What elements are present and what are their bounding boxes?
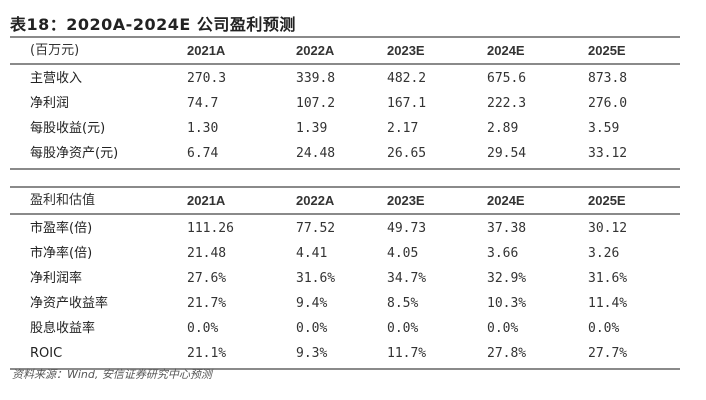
cell-value: 270.3 <box>187 71 227 86</box>
cell-value: 111.26 <box>187 221 234 236</box>
cell-value: 276.0 <box>588 96 628 111</box>
cell-value: 482.2 <box>387 71 427 86</box>
table-rule <box>10 63 680 65</box>
column-header: 2022A <box>296 193 335 208</box>
cell-value: 32.9% <box>487 271 527 286</box>
table-row: 市盈率(倍) 111.26 77.52 49.73 37.38 30.12 <box>10 216 680 241</box>
row-label: 市净率(倍) <box>30 246 93 261</box>
cell-value: 8.5% <box>387 296 419 311</box>
cell-value: 27.7% <box>588 346 628 361</box>
cell-value: 0.0% <box>187 321 219 336</box>
row-label: 市盈率(倍) <box>30 221 93 236</box>
cell-value: 339.8 <box>296 71 336 86</box>
cell-value: 3.26 <box>588 246 620 261</box>
column-header: 2021A <box>187 43 226 58</box>
forecast-table: (百万元) 2021A 2022A 2023E 2024E 2025E 主营收入 270.3 3… <box>10 36 680 170</box>
cell-value: 6.74 <box>187 146 219 161</box>
cell-value: 21.7% <box>187 296 227 311</box>
cell-value: 27.6% <box>187 271 227 286</box>
cell-value: 21.1% <box>187 346 227 361</box>
row-header-label: (百万元) <box>30 43 80 58</box>
table-row: 市净率(倍) 21.48 4.41 4.05 3.66 3.26 <box>10 241 680 266</box>
cell-value: 27.8% <box>487 346 527 361</box>
column-header: 2022A <box>296 43 335 58</box>
table-row: ROIC 21.1% 9.3% 11.7% 27.8% 27.7% <box>10 341 680 366</box>
cell-value: 107.2 <box>296 96 336 111</box>
cell-value: 0.0% <box>487 321 519 336</box>
cell-value: 1.30 <box>187 121 219 136</box>
table-row: 每股收益(元) 1.30 1.39 2.17 2.89 3.59 <box>10 116 680 141</box>
header-row: 盈利和估值 2021A 2022A 2023E 2024E 2025E <box>10 188 680 213</box>
cell-value: 26.65 <box>387 146 427 161</box>
table-row: 股息收益率 0.0% 0.0% 0.0% 0.0% 0.0% <box>10 316 680 341</box>
table-rule <box>10 186 680 188</box>
cell-value: 24.48 <box>296 146 336 161</box>
cell-value: 33.12 <box>588 146 628 161</box>
cell-value: 4.41 <box>296 246 328 261</box>
table-row: 净资产收益率 21.7% 9.4% 8.5% 10.3% 11.4% <box>10 291 680 316</box>
column-header: 2023E <box>387 43 425 58</box>
cell-value: 30.12 <box>588 221 628 236</box>
table-row: 净利润 74.7 107.2 167.1 222.3 276.0 <box>10 91 680 116</box>
table-rule <box>10 213 680 215</box>
cell-value: 0.0% <box>387 321 419 336</box>
cell-value: 11.4% <box>588 296 628 311</box>
source-note: 资料来源：Wind, 安信证券研究中心预测 <box>12 368 212 381</box>
table-title: 表18：2020A-2024E 公司盈利预测 <box>10 15 296 34</box>
cell-value: 21.48 <box>187 246 227 261</box>
cell-value: 1.39 <box>296 121 328 136</box>
cell-value: 29.54 <box>487 146 527 161</box>
cell-value: 2.89 <box>487 121 519 136</box>
cell-value: 4.05 <box>387 246 419 261</box>
row-label: ROIC <box>30 346 63 361</box>
column-header: 2025E <box>588 193 626 208</box>
table-rule <box>10 36 680 38</box>
cell-value: 9.3% <box>296 346 328 361</box>
cell-value: 49.73 <box>387 221 427 236</box>
row-label: 净资产收益率 <box>30 296 109 311</box>
column-header: 2024E <box>487 193 525 208</box>
table-row: 净利润率 27.6% 31.6% 34.7% 32.9% 31.6% <box>10 266 680 291</box>
row-label: 每股收益(元) <box>30 121 106 136</box>
column-header: 2025E <box>588 43 626 58</box>
row-label: 股息收益率 <box>30 321 96 336</box>
cell-value: 0.0% <box>296 321 328 336</box>
row-label: 净利润率 <box>30 271 83 286</box>
row-label: 主营收入 <box>30 71 83 86</box>
cell-value: 34.7% <box>387 271 427 286</box>
column-header: 2021A <box>187 193 226 208</box>
cell-value: 31.6% <box>296 271 336 286</box>
row-label: 每股净资产(元) <box>30 146 119 161</box>
cell-value: 9.4% <box>296 296 328 311</box>
cell-value: 675.6 <box>487 71 527 86</box>
cell-value: 873.8 <box>588 71 628 86</box>
cell-value: 0.0% <box>588 321 620 336</box>
cell-value: 3.66 <box>487 246 519 261</box>
header-row: (百万元) 2021A 2022A 2023E 2024E 2025E <box>10 38 680 63</box>
column-header: 2023E <box>387 193 425 208</box>
cell-value: 31.6% <box>588 271 628 286</box>
table-rule <box>10 368 680 370</box>
table-rule <box>10 168 680 170</box>
cell-value: 37.38 <box>487 221 527 236</box>
cell-value: 2.17 <box>387 121 419 136</box>
row-label: 净利润 <box>30 96 70 111</box>
column-header: 2024E <box>487 43 525 58</box>
valuation-table: 盈利和估值 2021A 2022A 2023E 2024E 2025E 市盈率(倍) 111.… <box>10 186 680 370</box>
cell-value: 11.7% <box>387 346 427 361</box>
cell-value: 167.1 <box>387 96 427 111</box>
cell-value: 77.52 <box>296 221 336 236</box>
cell-value: 74.7 <box>187 96 219 111</box>
cell-value: 222.3 <box>487 96 527 111</box>
row-header-label: 盈利和估值 <box>30 193 96 208</box>
cell-value: 10.3% <box>487 296 527 311</box>
cell-value: 3.59 <box>588 121 620 136</box>
table-row: 主营收入 270.3 339.8 482.2 675.6 873.8 <box>10 66 680 91</box>
table-row: 每股净资产(元) 6.74 24.48 26.65 29.54 33.12 <box>10 141 680 166</box>
